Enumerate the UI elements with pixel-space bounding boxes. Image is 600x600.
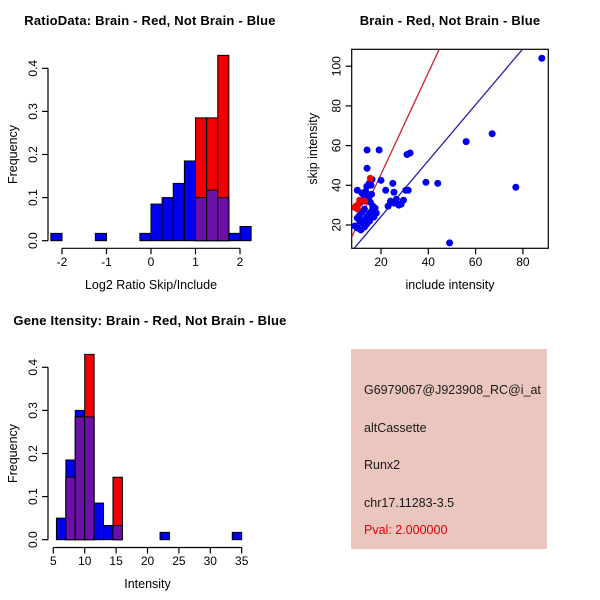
svg-text:1: 1 [192, 255, 199, 269]
scatter-title: Brain - Red, Not Brain - Blue [359, 13, 541, 28]
svg-text:0.3: 0.3 [26, 103, 40, 120]
panel-intensity-scatter: Brain - Red, Not Brain - Blue 20 40 60 80 20… [300, 0, 600, 300]
svg-text:80: 80 [516, 255, 530, 269]
svg-text:0.1: 0.1 [26, 189, 40, 206]
svg-text:20: 20 [374, 255, 388, 269]
svg-text:10: 10 [78, 554, 92, 568]
svg-text:include intensity: include intensity [406, 278, 496, 292]
svg-text:Frequency: Frequency [6, 423, 20, 483]
svg-text:0.0: 0.0 [26, 232, 40, 249]
svg-text:0.4: 0.4 [26, 60, 40, 77]
gene-info-box: G6979067@J923908_RC@i_at altCassette Run… [351, 349, 547, 549]
location-text: chr17.11283-3.5 [364, 496, 455, 510]
svg-text:25: 25 [172, 554, 186, 568]
svg-text:60: 60 [469, 255, 483, 269]
svg-text:20: 20 [141, 554, 155, 568]
panel-gene-info: G6979067@J923908_RC@i_at altCassette Run… [300, 300, 600, 600]
svg-text:40: 40 [330, 178, 344, 192]
svg-text:0: 0 [148, 255, 155, 269]
pval-text: Pval: 2.000000 [364, 523, 448, 537]
svg-text:20: 20 [330, 218, 344, 232]
gene-intensity-histogram-title: Gene Itensity: Brain - Red, Not Brain - … [13, 313, 287, 328]
event-type-text: altCassette [364, 421, 427, 435]
gene-intensity-histogram-plot: 0.0 0.1 0.2 0.3 0.4 Frequency 5 10 15 20 25 30 35 Int… [6, 353, 249, 591]
ratio-histogram-plot: 0.0 0.1 0.2 0.3 0.4 Frequency -2 -1 0 1 2 Log2 Rati… [6, 54, 252, 292]
probe-id-text: G6979067@J923908_RC@i_at [364, 383, 541, 397]
svg-text:0.1: 0.1 [26, 488, 40, 505]
svg-text:0.3: 0.3 [26, 402, 40, 419]
svg-text:100: 100 [330, 56, 344, 76]
panel-ratio-histogram: RatioData: Brain - Red, Not Brain - Blue… [0, 0, 300, 300]
svg-text:-2: -2 [57, 255, 68, 269]
svg-text:30: 30 [204, 554, 218, 568]
svg-text:0.2: 0.2 [26, 146, 40, 163]
svg-text:60: 60 [330, 139, 344, 153]
svg-text:Intensity: Intensity [124, 577, 171, 591]
svg-text:skip intensity: skip intensity [306, 112, 320, 184]
svg-text:0.2: 0.2 [26, 445, 40, 462]
intensity-scatter-plot: 20 40 60 80 20 40 60 80 100 include intensity skip… [306, 48, 549, 292]
svg-text:Frequency: Frequency [6, 124, 20, 184]
svg-text:35: 35 [235, 554, 249, 568]
svg-text:2: 2 [237, 255, 244, 269]
svg-text:0.0: 0.0 [26, 531, 40, 548]
gene-name-text: Runx2 [364, 458, 401, 472]
svg-text:0.4: 0.4 [26, 359, 40, 376]
svg-text:-1: -1 [101, 255, 112, 269]
ratio-histogram-title: RatioData: Brain - Red, Not Brain - Blue [24, 13, 276, 28]
svg-text:5: 5 [50, 554, 57, 568]
svg-text:80: 80 [330, 99, 344, 113]
panel-gene-intensity-histogram: Gene Itensity: Brain - Red, Not Brain - … [0, 300, 300, 600]
svg-text:Log2 Ratio Skip/Include: Log2 Ratio Skip/Include [85, 278, 217, 292]
svg-text:40: 40 [422, 255, 436, 269]
svg-text:15: 15 [109, 554, 123, 568]
